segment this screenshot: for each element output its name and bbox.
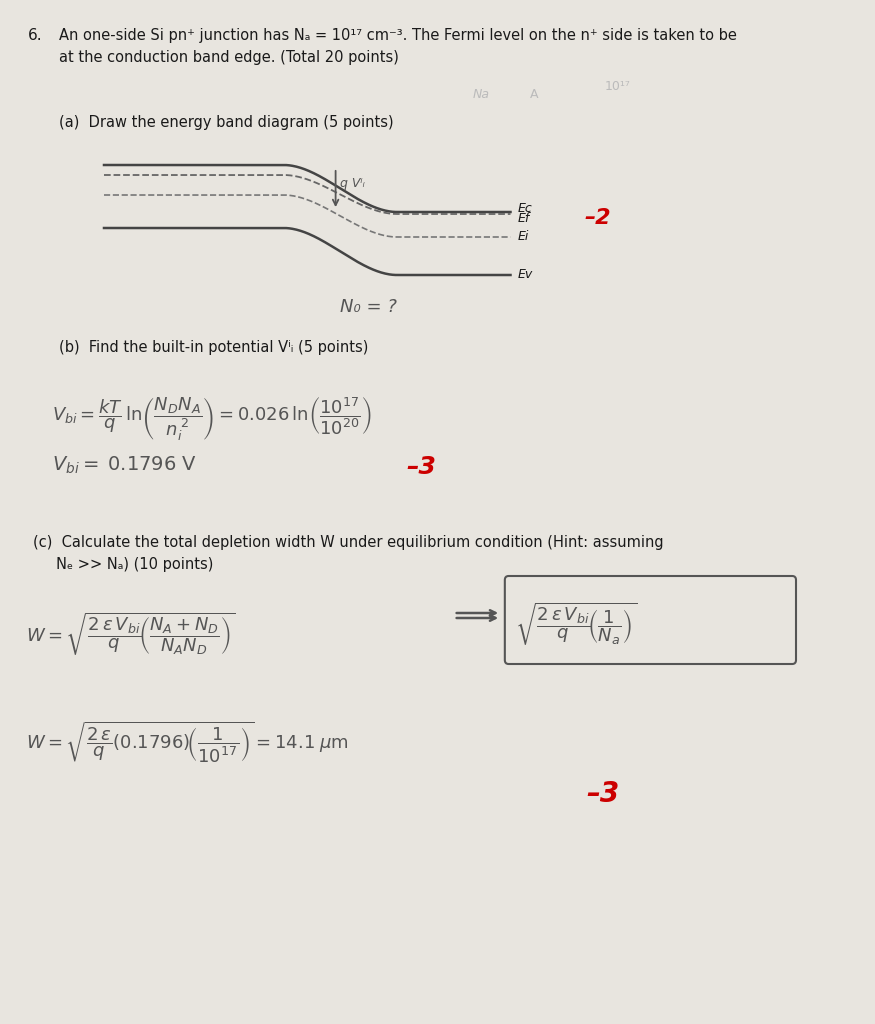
Text: (a)  Draw the energy band diagram (5 points): (a) Draw the energy band diagram (5 poin… — [59, 115, 393, 130]
Text: $V_{bi} = \dfrac{kT}{q}\,\ln\!\left(\dfrac{N_D N_A}{n_i^{\,2}}\right) = 0.026\,\: $V_{bi} = \dfrac{kT}{q}\,\ln\!\left(\dfr… — [52, 395, 371, 442]
Text: (b)  Find the built-in potential Vⁱᵢ (5 points): (b) Find the built-in potential Vⁱᵢ (5 p… — [59, 340, 368, 355]
Text: N₀ = ?: N₀ = ? — [340, 298, 397, 316]
Text: Ef: Ef — [518, 212, 530, 224]
Text: $\sqrt{\dfrac{2\,\varepsilon\,V_{bi}}{q}\!\left(\dfrac{1}{N_a}\right)}$: $\sqrt{\dfrac{2\,\varepsilon\,V_{bi}}{q}… — [515, 600, 637, 647]
Text: 10¹⁷: 10¹⁷ — [605, 80, 631, 93]
Text: 6.: 6. — [28, 28, 43, 43]
Text: Ei: Ei — [518, 229, 529, 243]
Text: Na: Na — [473, 88, 490, 101]
Text: Nₑ >> Nₐ) (10 points): Nₑ >> Nₐ) (10 points) — [33, 557, 214, 572]
Text: An one-side Si pn⁺ junction has Nₐ = 10¹⁷ cm⁻³. The Fermi level on the n⁺ side i: An one-side Si pn⁺ junction has Nₐ = 10¹… — [59, 28, 737, 43]
Text: at the conduction band edge. (Total 20 points): at the conduction band edge. (Total 20 p… — [59, 50, 398, 65]
Text: $W = \sqrt{\dfrac{2\,\varepsilon\,V_{bi}}{q}\!\left(\dfrac{N_A + N_D}{N_A N_D}\r: $W = \sqrt{\dfrac{2\,\varepsilon\,V_{bi}… — [26, 610, 235, 656]
Text: –3: –3 — [407, 455, 437, 479]
Text: –3: –3 — [586, 780, 619, 808]
Text: (c)  Calculate the total depletion width W under equilibrium condition (Hint: as: (c) Calculate the total depletion width … — [33, 535, 664, 550]
Text: –2: –2 — [584, 208, 611, 228]
Text: $W = \sqrt{\dfrac{2\,\varepsilon}{q}(0.1796)\!\left(\dfrac{1}{10^{17}}\right)} =: $W = \sqrt{\dfrac{2\,\varepsilon}{q}(0.1… — [26, 720, 349, 765]
Text: $V_{bi} = \;0.1796\;\mathrm{V}$: $V_{bi} = \;0.1796\;\mathrm{V}$ — [52, 455, 196, 476]
Text: A: A — [529, 88, 538, 101]
Text: Ec: Ec — [518, 202, 533, 214]
Text: q Vⁱᵢ: q Vⁱᵢ — [340, 177, 365, 190]
Text: Ev: Ev — [518, 267, 534, 281]
